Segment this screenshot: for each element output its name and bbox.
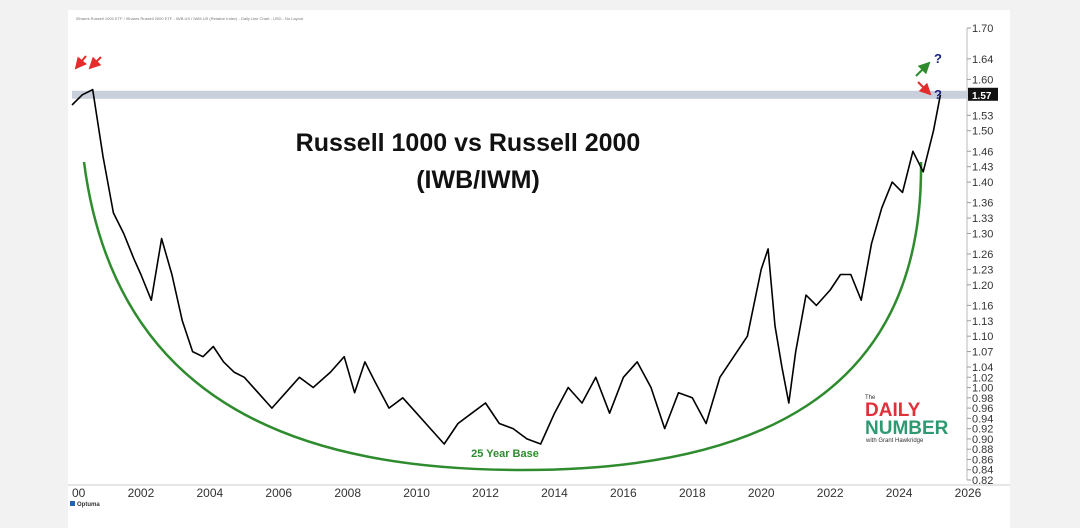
optuma-logo: Optuma [70, 501, 100, 508]
y-tick-label: 0.90 [972, 434, 993, 446]
base-label: 25 Year Base [471, 448, 539, 460]
y-tick-label: 1.26 [972, 249, 993, 261]
y-tick-label: 1.23 [972, 264, 993, 276]
y-tick-label: 1.00 [972, 383, 993, 395]
y-tick-label: 1.33 [972, 213, 993, 225]
y-tick-label: 1.43 [972, 162, 993, 174]
y-tick-label: 1.64 [972, 54, 993, 66]
y-tick-label: 1.13 [972, 316, 993, 328]
y-tick-label: 1.70 [972, 23, 993, 35]
y-tick-label: 1.07 [972, 347, 993, 359]
x-tick-label: 2014 [541, 486, 568, 500]
red-arrow-icon [74, 55, 88, 70]
y-tick-label: 1.50 [972, 126, 993, 138]
y-tick-label: 1.40 [972, 177, 993, 189]
y-tick-label: 1.20 [972, 280, 993, 292]
y-tick-label: 0.82 [972, 475, 993, 487]
brand-line-2: NUMBER [865, 418, 949, 439]
y-tick-label: 0.92 [972, 424, 993, 436]
red-arrow-icon [917, 81, 932, 96]
y-tick-label: 0.98 [972, 393, 993, 405]
last-value-badge: 1.57 [968, 87, 998, 102]
x-tick-label: 2004 [196, 486, 223, 500]
y-tick-label: 0.88 [972, 444, 993, 456]
x-tick-label: 2018 [679, 486, 706, 500]
y-axis: 1.70 1.64 1.60 1.53 1.50 1.46 1.43 1.40 1.36 1.33… [966, 23, 993, 487]
chart-subtitle: (IWB/IWM) [416, 166, 540, 194]
resistance-band [72, 90, 968, 99]
x-tick-label: 00 [72, 486, 86, 500]
y-tick-label: 1.02 [972, 372, 993, 384]
brand-line-1: DAILY [865, 400, 921, 421]
y-tick-label: 1.16 [972, 300, 993, 312]
x-tick-label: 2024 [886, 486, 913, 500]
y-tick-label: 1.36 [972, 198, 993, 210]
brand-top-word: The [865, 395, 876, 401]
x-tick-label: 2006 [265, 486, 292, 500]
y-tick-label: 1.30 [972, 228, 993, 240]
question-mark-up: ? [934, 51, 942, 66]
x-axis: 00 2002 2004 2006 2008 2010 2012 2014 2016 2018 20… [68, 484, 1010, 500]
y-tick-label: 0.96 [972, 403, 993, 415]
green-arrow-icon [915, 61, 931, 77]
y-tick-label: 1.46 [972, 146, 993, 158]
x-tick-label: 2020 [748, 486, 775, 500]
optuma-label: Optuma [77, 502, 100, 508]
y-tick-label: 0.94 [972, 413, 993, 425]
x-tick-label: 2010 [403, 486, 430, 500]
y-tick-label: 0.86 [972, 454, 993, 466]
y-tick-label: 1.04 [972, 362, 993, 374]
x-tick-label: 2002 [128, 486, 155, 500]
x-tick-label: 2012 [472, 486, 499, 500]
y-tick-label: 1.10 [972, 331, 993, 343]
last-value-badge-bg [968, 87, 998, 101]
brand-line-3: with Grant Hawkridge [865, 438, 924, 444]
x-tick-label: 2026 [955, 486, 982, 500]
chart-card: iShares Russell 1000 ETF / iShares Russe… [68, 10, 1010, 528]
chart-title: Russell 1000 vs Russell 2000 [296, 129, 641, 157]
chart-header: iShares Russell 1000 ETF / iShares Russe… [76, 16, 304, 21]
red-arrow-icon [88, 56, 102, 70]
optuma-mark-icon [70, 501, 75, 506]
series-group [71, 88, 942, 445]
question-mark-down: ? [934, 87, 942, 102]
x-tick-label: 2016 [610, 486, 637, 500]
x-tick-label: 2022 [817, 486, 844, 500]
y-tick-label: 0.84 [972, 465, 993, 477]
y-tick-label: 1.53 [972, 110, 993, 122]
x-tick-label: 2008 [334, 486, 361, 500]
y-tick-label: 1.60 [972, 74, 993, 86]
last-value-text: 1.57 [972, 91, 992, 102]
relative-strength-chart: iShares Russell 1000 ETF / iShares Russe… [68, 16, 1010, 508]
base-arc [82, 161, 923, 472]
series-line [71, 88, 942, 445]
daily-number-logo: The DAILY NUMBER with Grant Hawkridge [865, 395, 949, 444]
